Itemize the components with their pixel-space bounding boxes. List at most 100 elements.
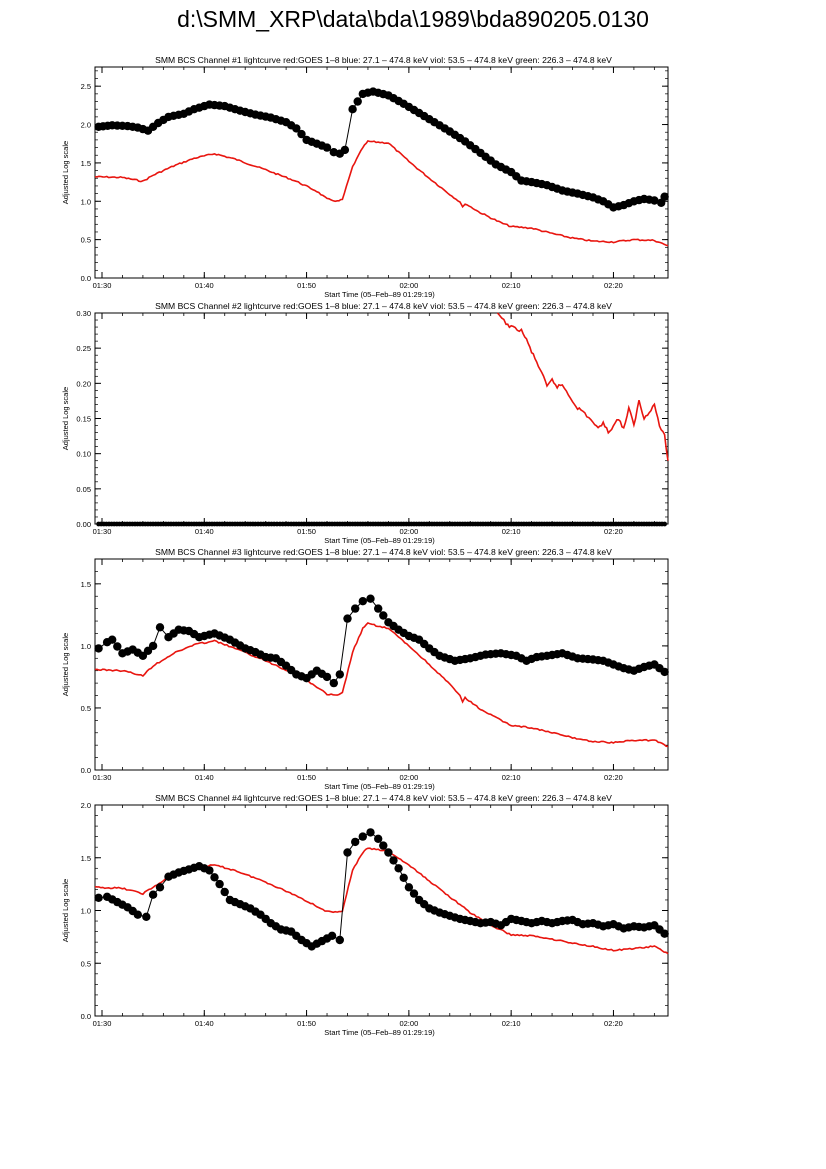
chart-2-frame	[94, 312, 669, 525]
chart-3-xtick-label-5: 02:20	[604, 773, 623, 782]
chart-4-bcs-point	[220, 887, 229, 897]
chart-4-bcs-point	[358, 832, 367, 841]
chart-4-bcs-point	[399, 873, 408, 882]
chart-4-bcs-point	[379, 841, 388, 850]
chart-4-bcs-point	[155, 883, 165, 892]
chart-4-bcs-line	[98, 831, 665, 947]
chart-4-bcs-point	[343, 848, 352, 857]
chart-2-ytick-label-1: 0.05	[76, 485, 91, 494]
chart-2-title: SMM BCS Channel #2 lightcurve red:GOES 1…	[155, 301, 612, 311]
chart-1-bcs-point	[297, 129, 306, 139]
chart-1-bcs-point	[292, 124, 301, 133]
chart-2-xtick-label-5: 02:20	[604, 527, 623, 536]
chart-1-bcs-point	[348, 105, 357, 114]
chart-4-ytick-label-3: 1.5	[81, 854, 91, 863]
chart-3-xtick-label-0: 01:30	[93, 773, 112, 782]
chart-4-xlabel: Start Time (05–Feb–89 01:29:19)	[324, 1028, 435, 1037]
chart-2-xtick-label-2: 01:50	[297, 527, 316, 536]
chart-4-ytick-label-0: 0.0	[81, 1012, 91, 1021]
chart-4-bcs-point	[404, 883, 414, 892]
chart-3-bcs-point	[343, 614, 352, 623]
page-title: d:\SMM_XRP\data\bda\1989\bda890205.0130	[177, 6, 649, 32]
chart-4-xtick-label-2: 01:50	[297, 1019, 316, 1028]
chart-3-bcs-point	[94, 644, 103, 653]
chart-4-bcs-point	[374, 834, 383, 843]
chart-3-xtick-label-3: 02:00	[399, 773, 418, 782]
chart-1-bcs-point	[340, 145, 350, 155]
chart-3-xtick-label-1: 01:40	[195, 773, 214, 782]
chart-4-bcs-point	[142, 912, 151, 921]
chart-4-xtick-label-1: 01:40	[195, 1019, 214, 1028]
chart-2-ytick-label-3: 0.15	[76, 415, 91, 424]
chart-1-xlabel: Start Time (05–Feb–89 01:29:19)	[324, 290, 435, 299]
chart-4-bcs-point	[366, 828, 375, 837]
chart-2-ytick-label-4: 0.20	[76, 379, 91, 388]
chart-3-bcs-point	[108, 635, 117, 644]
chart-4-bcs-point	[133, 910, 142, 919]
chart-1-bcs-point	[650, 196, 659, 205]
chart-3-bcs-point	[660, 667, 669, 677]
chart-1-ytick-label-5: 2.5	[81, 82, 91, 91]
chart-3-bcs-point	[379, 611, 388, 620]
chart-4-bcs-point	[394, 864, 403, 873]
chart-3-ytick-label-2: 1.0	[81, 642, 91, 651]
chart-3-goes-line	[94, 621, 669, 748]
chart-1-xtick-label-5: 02:20	[604, 281, 623, 290]
chart-3-xtick-label-4: 02:10	[502, 773, 521, 782]
chart-3-ytick-label-0: 0.0	[81, 766, 91, 775]
chart-3-title: SMM BCS Channel #3 lightcurve red:GOES 1…	[155, 547, 612, 557]
chart-2-bcs-point	[662, 521, 667, 527]
chart-3-frame	[94, 558, 669, 771]
chart-3-bcs-point	[113, 642, 122, 651]
chart-4-ytick-label-1: 0.5	[81, 959, 91, 968]
chart-3-ytick-label-3: 1.5	[81, 580, 91, 589]
chart-1-ytick-label-4: 2.0	[81, 121, 91, 130]
chart-4-bcs-point	[327, 931, 337, 940]
chart-2-ylabel: Adjusted Log scale	[61, 387, 70, 450]
chart-4-bcs-point	[148, 890, 158, 899]
chart-1-ytick-label-1: 0.5	[81, 236, 91, 245]
chart-1-bcs-point	[657, 198, 666, 207]
chart-3-bcs-point	[358, 597, 367, 606]
chart-3-xtick-label-2: 01:50	[297, 773, 316, 782]
chart-4-xtick-label-0: 01:30	[93, 1019, 112, 1028]
chart-4-xtick-label-3: 02:00	[399, 1019, 418, 1028]
chart-1-bcs-point	[322, 143, 332, 152]
chart-3-xlabel: Start Time (05–Feb–89 01:29:19)	[324, 782, 435, 791]
chart-3-bcs-point	[335, 670, 344, 679]
chart-1-xtick-label-2: 01:50	[297, 281, 316, 290]
chart-3-bcs-point	[366, 594, 375, 603]
chart-2-xtick-label-4: 02:10	[502, 527, 521, 536]
chart-4-bcs-point	[409, 889, 419, 898]
chart-2-xtick-label-0: 01:30	[93, 527, 112, 536]
chart-4-bcs-point	[215, 879, 224, 889]
chart-3-bcs-point	[374, 604, 383, 613]
chart-2-xlabel: Start Time (05–Feb–89 01:29:19)	[324, 536, 435, 545]
chart-4-xtick-label-5: 02:20	[604, 1019, 623, 1028]
chart-1-bcs-point	[353, 97, 362, 106]
chart-2-ytick-label-6: 0.30	[76, 309, 91, 318]
chart-4-bcs-point	[94, 893, 103, 902]
chart-3-bcs-point	[329, 678, 338, 688]
chart-3-ytick-label-1: 0.5	[81, 704, 91, 713]
chart-1-goes-line	[94, 139, 669, 247]
chart-1-ytick-label-2: 1.0	[81, 197, 91, 206]
chart-1-ytick-label-3: 1.5	[81, 159, 91, 168]
chart-4-ytick-label-2: 1.0	[81, 907, 91, 916]
chart-3-bcs-point	[148, 641, 158, 651]
chart-3-ylabel: Adjusted Log scale	[61, 633, 70, 696]
chart-1-bcs-point	[660, 192, 669, 201]
chart-1-title: SMM BCS Channel #1 lightcurve red:GOES 1…	[155, 55, 612, 65]
chart-4-bcs-point	[205, 866, 214, 875]
chart-2-ytick-label-0: 0.00	[76, 520, 91, 529]
chart-2-goes-line	[496, 312, 669, 461]
chart-1-ytick-label-0: 0.0	[81, 274, 91, 283]
chart-4-ytick-label-4: 2.0	[81, 801, 91, 810]
chart-4-bcs-point	[351, 837, 360, 847]
chart-2-xtick-label-3: 02:00	[399, 527, 418, 536]
chart-2-xtick-label-1: 01:40	[195, 527, 214, 536]
chart-4-bcs-point	[210, 873, 219, 882]
chart-1-xtick-label-1: 01:40	[195, 281, 214, 290]
chart-4-bcs-point	[335, 935, 344, 945]
